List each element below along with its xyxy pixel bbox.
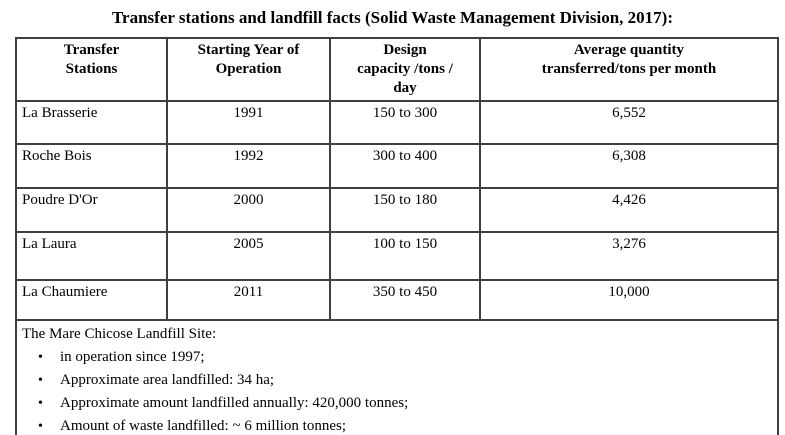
list-item-text: in operation since 1997; [60,349,205,365]
cell-quantity: 10,000 [479,279,779,321]
page-title: Transfer stations and landfill facts (So… [111,8,674,27]
header-line: Transfer [63,42,120,58]
list-item-text: Approximate area landfilled: 34 ha; [60,372,275,388]
list-item-text: Approximate amount landfilled annually: … [60,395,409,411]
cell-quantity: 6,308 [479,143,779,189]
header-average-quantity: Average quantity transferred/tons per mo… [479,37,779,102]
cell-capacity: 300 to 400 [329,143,481,189]
table-row: Poudre D'Or 2000 150 to 180 4,426 [15,187,779,233]
list-item: • Approximate amount landfilled annually… [38,392,772,415]
header-line: Design [383,42,427,58]
table-row: La Laura 2005 100 to 150 3,276 [15,231,779,281]
cell-year: 1991 [166,100,331,145]
header-transfer-stations: Transfer Stations [15,37,168,102]
table-row: La Brasserie 1991 150 to 300 6,552 [15,100,779,145]
landfill-site-heading: The Mare Chicose Landfill Site: [22,326,217,342]
transfer-stations-table: Transfer Stations Starting Year of Opera… [15,37,779,435]
cell-capacity: 150 to 300 [329,100,481,145]
table-row: La Chaumiere 2011 350 to 450 10,000 [15,279,779,321]
list-item: • Amount of waste landfilled: ~ 6 millio… [38,415,772,435]
cell-capacity: 150 to 180 [329,187,481,233]
cell-station: Poudre D'Or [15,187,168,233]
cell-station: La Chaumiere [15,279,168,321]
list-item: • in operation since 1997; [38,346,772,369]
table-header-row: Transfer Stations Starting Year of Opera… [15,37,779,102]
list-item: • Approximate area landfilled: 34 ha; [38,369,772,392]
cell-quantity: 4,426 [479,187,779,233]
cell-year: 1992 [166,143,331,189]
header-starting-year: Starting Year of Operation [166,37,331,102]
bullet-icon: • [38,373,43,388]
header-line: transferred/tons per month [541,61,717,77]
landfill-facts-row: The Mare Chicose Landfill Site: • in ope… [15,319,779,435]
table-row: Roche Bois 1992 300 to 400 6,308 [15,143,779,189]
bullet-icon: • [38,350,43,365]
cell-year: 2011 [166,279,331,321]
bullet-icon: • [38,419,43,434]
cell-quantity: 3,276 [479,231,779,281]
landfill-facts-list: • in operation since 1997; • Approximate… [22,346,772,435]
cell-station: La Laura [15,231,168,281]
header-line: Operation [215,61,282,77]
header-design-capacity: Design capacity /tons / day [329,37,481,102]
bullet-icon: • [38,396,43,411]
cell-year: 2005 [166,231,331,281]
header-line: capacity /tons / [357,61,453,77]
header-line: day [393,80,417,96]
header-line: Starting Year of [197,42,300,58]
header-line: Average quantity [573,42,685,58]
cell-station: La Brasserie [15,100,168,145]
cell-quantity: 6,552 [479,100,779,145]
cell-capacity: 100 to 150 [329,231,481,281]
cell-year: 2000 [166,187,331,233]
cell-capacity: 350 to 450 [329,279,481,321]
cell-station: Roche Bois [15,143,168,189]
header-line: Stations [65,61,118,77]
list-item-text: Amount of waste landfilled: ~ 6 million … [60,418,346,434]
landfill-facts-cell: The Mare Chicose Landfill Site: • in ope… [15,319,779,435]
